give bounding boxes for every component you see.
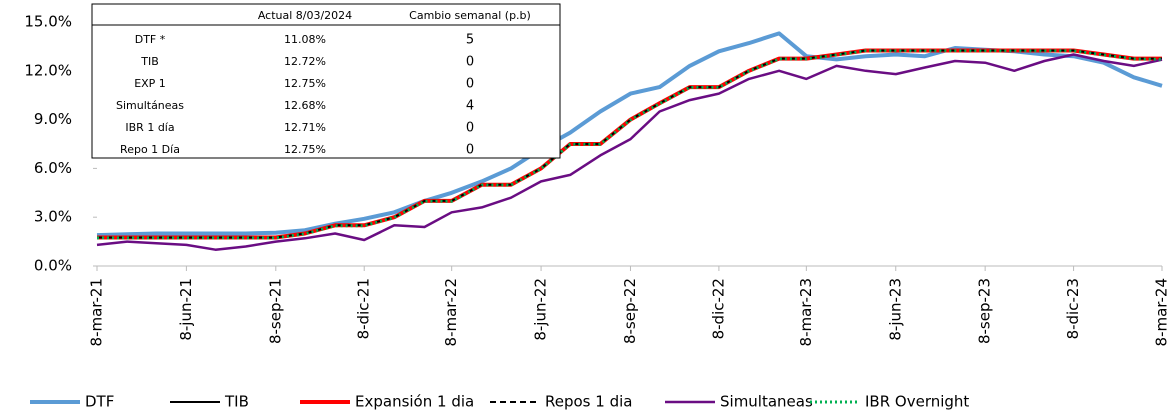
x-tick-label: 8-jun-21	[177, 278, 195, 341]
table-cell: EXP 1	[134, 77, 166, 90]
table-cell: 5	[466, 33, 474, 48]
x-tick-label: 8-mar-24	[1153, 278, 1171, 346]
legend-label: TIB	[224, 393, 249, 411]
table-cell: 0	[466, 55, 474, 70]
table-cell: Repo 1 Día	[120, 143, 180, 156]
series-line	[96, 53, 1163, 251]
x-tick-label: 8-mar-22	[442, 278, 460, 346]
y-tick-label: 9.0%	[34, 110, 72, 128]
table-cell: 12.71%	[284, 121, 326, 134]
x-tick-label: 8-dic-23	[1064, 278, 1082, 339]
x-tick-label: 8-mar-21	[88, 278, 106, 346]
x-tick-label: 8-jun-23	[886, 278, 904, 341]
legend-label: Repos 1 dia	[545, 393, 632, 411]
table-cell: Simultáneas	[116, 99, 184, 112]
y-tick-label: 6.0%	[34, 159, 72, 177]
series-line	[97, 49, 1163, 240]
x-tick-label: 8-sep-21	[266, 278, 284, 344]
table-cell: 0	[466, 77, 474, 92]
x-tick-label: 8-jun-22	[532, 278, 550, 341]
table-cell: 12.75%	[284, 143, 326, 156]
x-tick-label: 8-sep-23	[976, 278, 994, 344]
y-tick-label: 0.0%	[34, 257, 72, 275]
x-tick-label: 8-dic-21	[355, 278, 373, 339]
x-tick-label: 8-mar-23	[797, 278, 815, 346]
y-tick-label: 3.0%	[34, 208, 72, 226]
table-cell: TIB	[140, 55, 159, 68]
x-tick-label: 8-dic-22	[709, 278, 727, 339]
table-cell: 0	[466, 121, 474, 136]
table-cell: DTF *	[135, 33, 166, 46]
legend-label: DTF	[85, 393, 114, 411]
legend-label: Expansión 1 dia	[355, 393, 474, 411]
table-box	[91, 3, 561, 159]
table-cell: 12.75%	[284, 77, 326, 90]
table-cell: 12.68%	[284, 99, 326, 112]
table-header: Cambio semanal (p.b)	[409, 9, 531, 22]
table-cell: 4	[466, 99, 474, 114]
legend-label: IBR Overnight	[865, 393, 969, 411]
y-tick-label: 12.0%	[24, 61, 72, 79]
legend-label: Simultaneas	[720, 393, 813, 411]
y-tick-label: 15.0%	[24, 13, 72, 31]
table-cell: 11.08%	[284, 33, 326, 46]
table-header: Actual 8/03/2024	[258, 9, 352, 22]
x-tick-label: 8-sep-22	[621, 278, 639, 344]
table-cell: IBR 1 día	[125, 121, 174, 134]
table-cell: 0	[466, 143, 474, 158]
table-cell: 12.72%	[284, 55, 326, 68]
